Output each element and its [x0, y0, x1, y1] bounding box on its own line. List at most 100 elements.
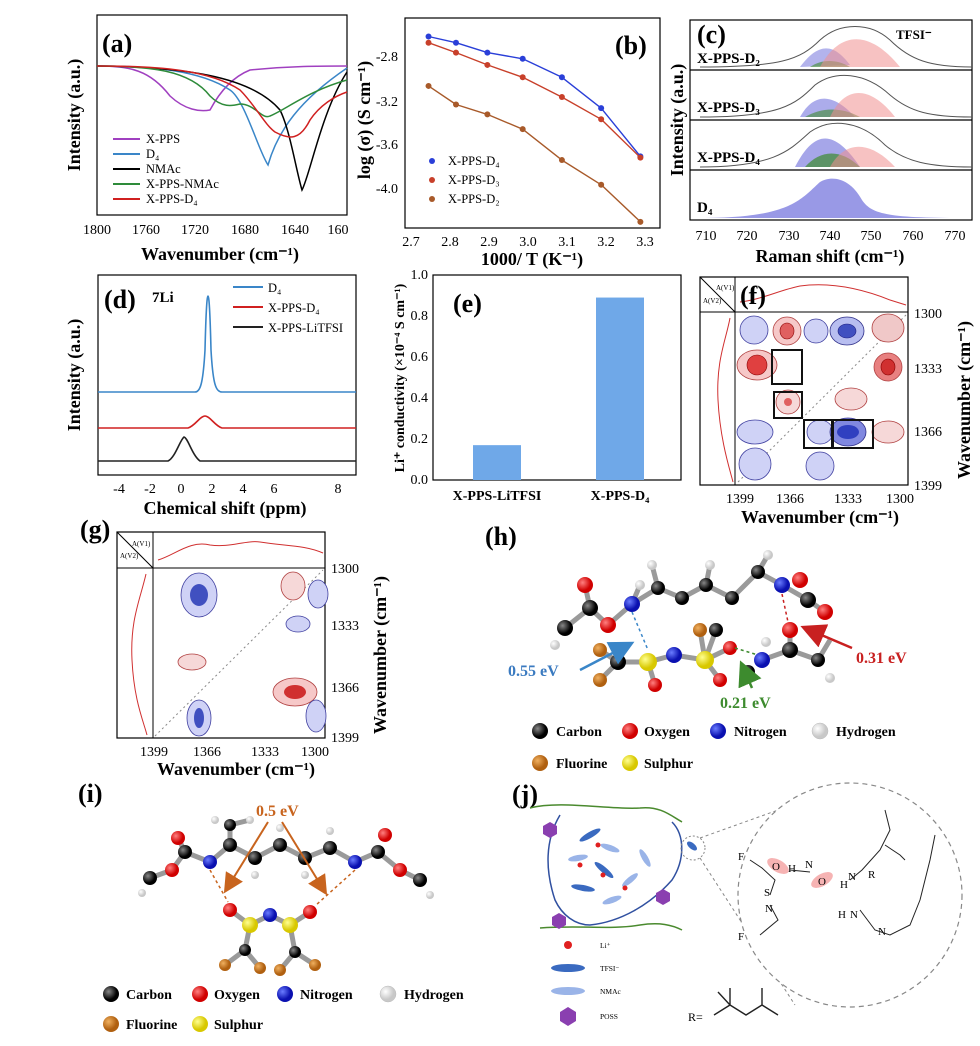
atom-hydrogen	[647, 560, 657, 570]
atom-nitrogen	[203, 855, 217, 869]
raman-band-red	[830, 146, 895, 167]
projection-top	[739, 284, 907, 306]
atom-hydrogen	[550, 640, 560, 650]
contour	[803, 318, 829, 344]
legend-marker	[429, 177, 435, 183]
panel-c-xlabel: Raman shift (cm⁻¹)	[756, 246, 905, 267]
legend-label: X-PPS-D₂	[448, 192, 500, 206]
highlight-ellipse	[811, 872, 833, 888]
nmac-marker	[639, 849, 651, 867]
contour	[307, 579, 329, 609]
legend-label: X-PPS-NMAc	[146, 177, 219, 191]
atom-oxygen	[792, 572, 808, 588]
panel-b-xlabel: 1000/ T (K⁻¹)	[481, 249, 583, 270]
atom-oxygen	[223, 903, 237, 917]
contour	[739, 315, 769, 345]
atom-oxygen	[648, 678, 662, 692]
panel-g-frame	[116, 531, 326, 739]
legend-label: Carbon	[126, 988, 172, 1003]
structure-drawing: F O S N H N O H N R H N N F	[738, 809, 936, 943]
x-tick: 1300	[886, 492, 914, 507]
projection-left	[131, 573, 148, 736]
r-group-label: R=	[688, 1010, 703, 1024]
energy-label: 0.5 eV	[256, 803, 299, 820]
atom-oxygen	[723, 641, 737, 655]
energy-label: 0.55 eV	[508, 663, 559, 680]
x-tick: 1640	[281, 223, 309, 238]
atom-oxygen	[600, 617, 616, 633]
atom-fluorine	[219, 959, 231, 971]
legend-label: D₄	[268, 281, 281, 295]
legend-label: Li⁺	[600, 941, 611, 950]
panel-f-ylabel: Wavenumber (cm⁻¹)	[954, 321, 975, 479]
y-tick: -3.2	[376, 95, 398, 110]
atom-label: R	[868, 869, 876, 881]
nmac-marker	[568, 854, 588, 862]
atom-nitrogen	[348, 855, 362, 869]
legend-label: X-PPS-D₄	[146, 192, 198, 206]
panel-f-frame	[699, 276, 909, 486]
projection-top	[157, 541, 324, 561]
data-point	[484, 49, 491, 56]
legend-label: Nitrogen	[734, 725, 787, 740]
legend-atom-fluorine	[532, 755, 548, 771]
panel-b-plot	[425, 33, 644, 225]
panel-a-xlabel: Wavenumber (cm⁻¹)	[141, 244, 299, 265]
data-point	[484, 111, 491, 118]
x-tick: 1300	[301, 745, 329, 760]
ftir-curve-x-pps	[96, 65, 348, 112]
energy-label: 0.21 eV	[720, 695, 771, 712]
x-tick: 720	[737, 229, 758, 244]
atom-fluorine	[274, 964, 286, 976]
energy-label: 0.31 eV	[856, 650, 907, 667]
data-point	[484, 61, 491, 68]
atom-hydrogen	[301, 871, 309, 879]
poss-marker	[552, 913, 566, 929]
legend-poss	[560, 1007, 576, 1026]
atom-carbon	[289, 946, 301, 958]
data-point	[637, 218, 644, 225]
legend-label: Sulphur	[214, 1018, 263, 1033]
atom-label: H	[838, 909, 846, 921]
atom-hydrogen	[763, 550, 773, 560]
atom-fluorine	[693, 623, 707, 637]
atom-carbon	[582, 600, 598, 616]
panel-b: (b) -2.8 -3.2 -3.6 -4.0 2.7 2.8 2.9 3.0 …	[354, 17, 661, 270]
h-bond	[734, 647, 759, 656]
y-tick: 0.4	[411, 391, 429, 406]
contour	[784, 398, 792, 406]
contour	[280, 571, 306, 601]
panel-a-ylabel: Intensity (a.u.)	[64, 59, 85, 172]
contours-g	[177, 571, 329, 737]
contour	[806, 419, 834, 445]
legend-marker	[429, 196, 435, 202]
corner-label: A(V1)	[132, 540, 151, 548]
y-tick: 0.6	[411, 350, 429, 365]
data-point	[598, 116, 605, 123]
atom-carbon	[782, 642, 798, 658]
ftir-curve-x-pps-nmac	[96, 65, 348, 118]
nmac-marker	[600, 843, 620, 853]
legend-label: X-PPS-LiTFSI	[268, 321, 343, 335]
panel-d-nucleus: 7Li	[152, 290, 174, 306]
legend-atom-hydrogen	[811, 722, 829, 740]
contour	[285, 615, 311, 633]
data-point	[519, 126, 526, 133]
atom-fluorine	[254, 962, 266, 974]
legend-label: Oxygen	[644, 725, 690, 740]
atom-oxygen	[782, 622, 798, 638]
x-tick: 160	[328, 223, 349, 238]
panel-g-ylabel: Wavenumber (cm⁻¹)	[370, 576, 391, 734]
atom-carbon	[239, 944, 251, 956]
polymer-boundary	[539, 923, 683, 931]
tfsi-marker	[594, 861, 614, 879]
contour	[305, 699, 327, 733]
y-tick: -3.6	[376, 138, 398, 153]
legend-label: X-PPS-D₃	[448, 173, 500, 187]
legend-atom-sulphur	[622, 755, 638, 771]
molecule-h-atoms	[550, 550, 835, 692]
raman-row-label: D₄	[697, 200, 713, 216]
data-point	[425, 33, 432, 40]
panel-f-yticks: 1300 1333 1366 1399	[914, 307, 942, 494]
